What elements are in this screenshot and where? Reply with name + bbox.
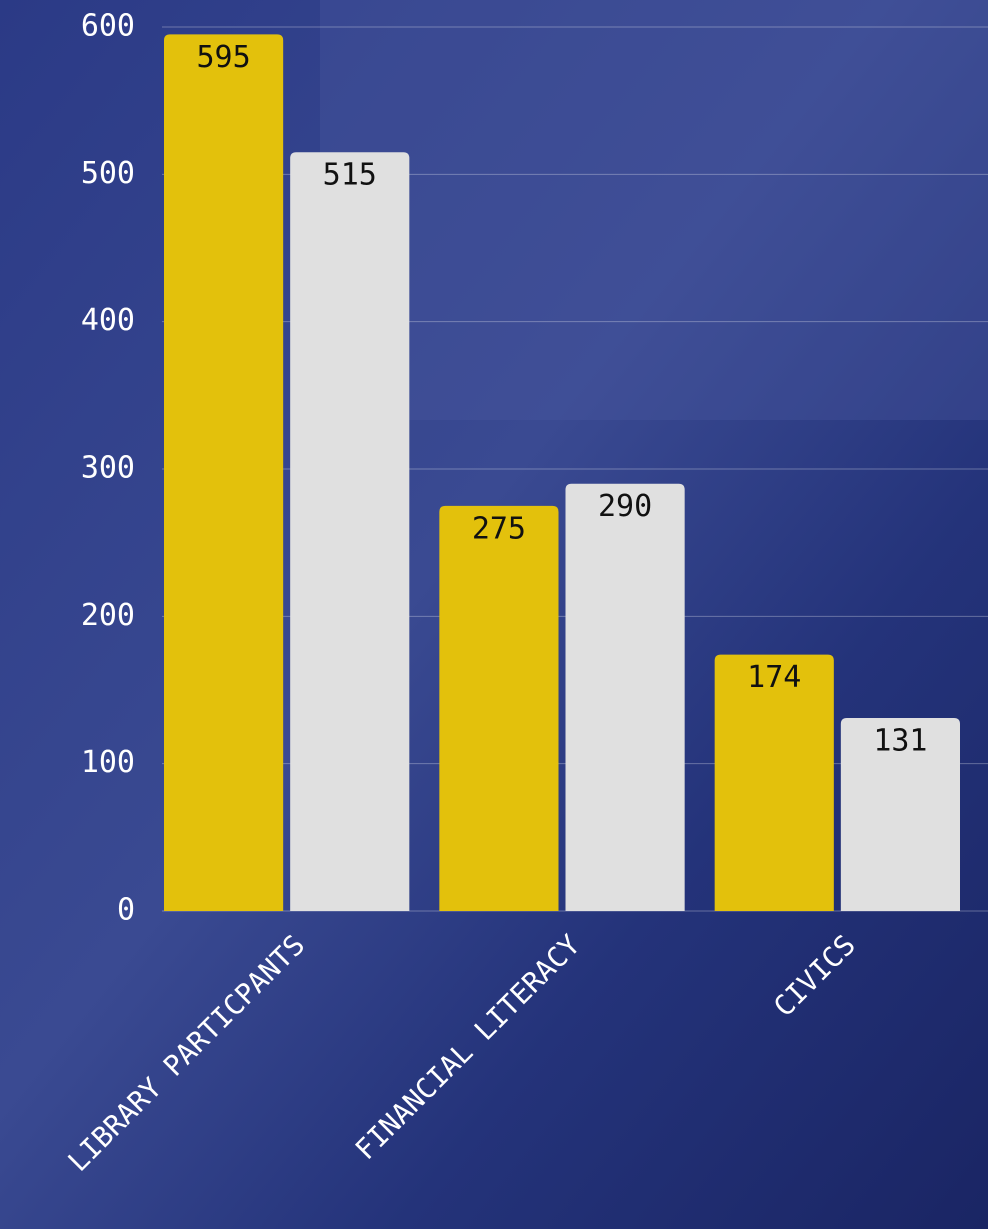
value-label: 595 <box>196 40 250 75</box>
y-tick-label: 300 <box>81 451 135 486</box>
value-label: 515 <box>323 158 377 193</box>
value-label: 131 <box>873 723 927 758</box>
y-tick-label: 200 <box>81 598 135 633</box>
bar <box>164 34 284 912</box>
bar <box>290 152 410 911</box>
bar <box>565 483 685 911</box>
value-label: 290 <box>598 489 652 524</box>
background-image <box>320 0 988 420</box>
y-tick-label: 100 <box>81 745 135 780</box>
bar <box>714 654 834 911</box>
value-label: 275 <box>472 511 526 546</box>
y-tick-label: 0 <box>117 893 135 928</box>
y-tick-label: 500 <box>81 156 135 191</box>
bar <box>439 505 559 911</box>
value-label: 174 <box>747 660 801 695</box>
bar <box>840 717 960 911</box>
y-tick-label: 400 <box>81 303 135 338</box>
y-tick-label: 600 <box>81 9 135 44</box>
